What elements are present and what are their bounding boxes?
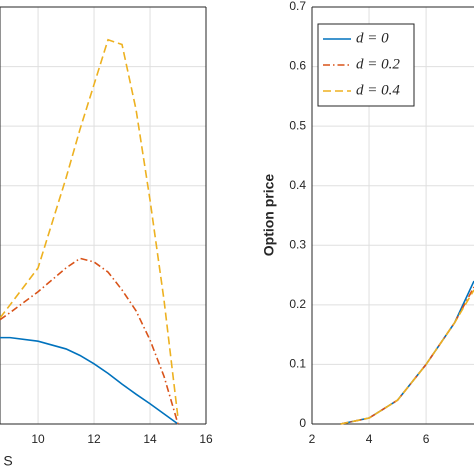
x-axis-label: S (3, 453, 12, 469)
legend-label: d = 0 (356, 30, 389, 46)
x-tick-label: 10 (31, 432, 45, 446)
x-tick-label: 2 (309, 432, 316, 446)
x-tick-label: 6 (423, 432, 430, 446)
x-tick-label: 14 (143, 432, 157, 446)
x-tick-label: 4 (366, 432, 373, 446)
series-line (0, 257, 179, 425)
y-tick-label: 0.2 (289, 297, 306, 311)
series-line (340, 280, 474, 425)
y-tick-label: 0.6 (289, 59, 306, 73)
series-line (0, 336, 179, 425)
y-tick-label: 0.7 (289, 0, 306, 13)
x-tick-label: 16 (199, 432, 213, 446)
y-tick-label: 0.1 (289, 357, 306, 371)
y-axis-label: Option price (261, 174, 277, 257)
y-tick-label: 0 (299, 416, 306, 430)
y-tick-label: 0.4 (289, 178, 306, 192)
series-line (340, 289, 474, 425)
x-tick-label: 12 (87, 432, 101, 446)
series-line (0, 38, 179, 419)
y-tick-label: 0.3 (289, 237, 306, 251)
series-line (340, 286, 474, 425)
legend-label: d = 0.4 (356, 82, 400, 98)
y-tick-label: 0.5 (289, 118, 306, 132)
legend-label: d = 0.2 (356, 56, 400, 72)
